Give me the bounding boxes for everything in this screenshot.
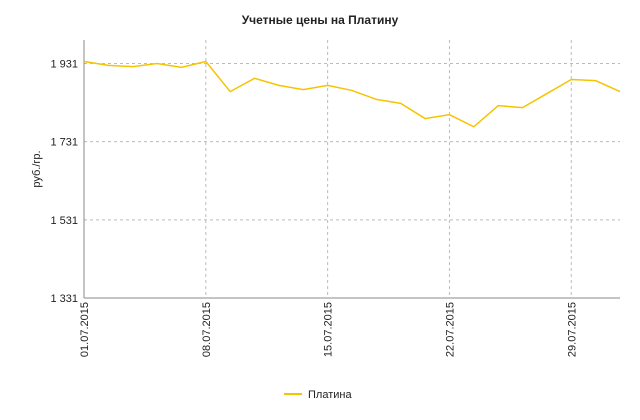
x-tick-label: 01.07.2015 [79,302,91,357]
x-tick-label: 29.07.2015 [566,302,578,357]
x-tick-label: 22.07.2015 [444,302,456,357]
line [83,60,621,128]
y-tick-label: 1 331 [50,293,78,305]
x-tick-label: 08.07.2015 [201,302,213,357]
y-tick-label: 1 731 [50,137,78,149]
y-tick-label: 1 931 [50,58,78,70]
legend-label: Платина [308,389,352,401]
chart-title: Учетные цены на Платину [242,13,399,27]
x-tick-label: 15.07.2015 [323,302,335,357]
y-tick-label: 1 531 [50,215,78,227]
y-axis-label: руб./гр. [31,150,43,187]
